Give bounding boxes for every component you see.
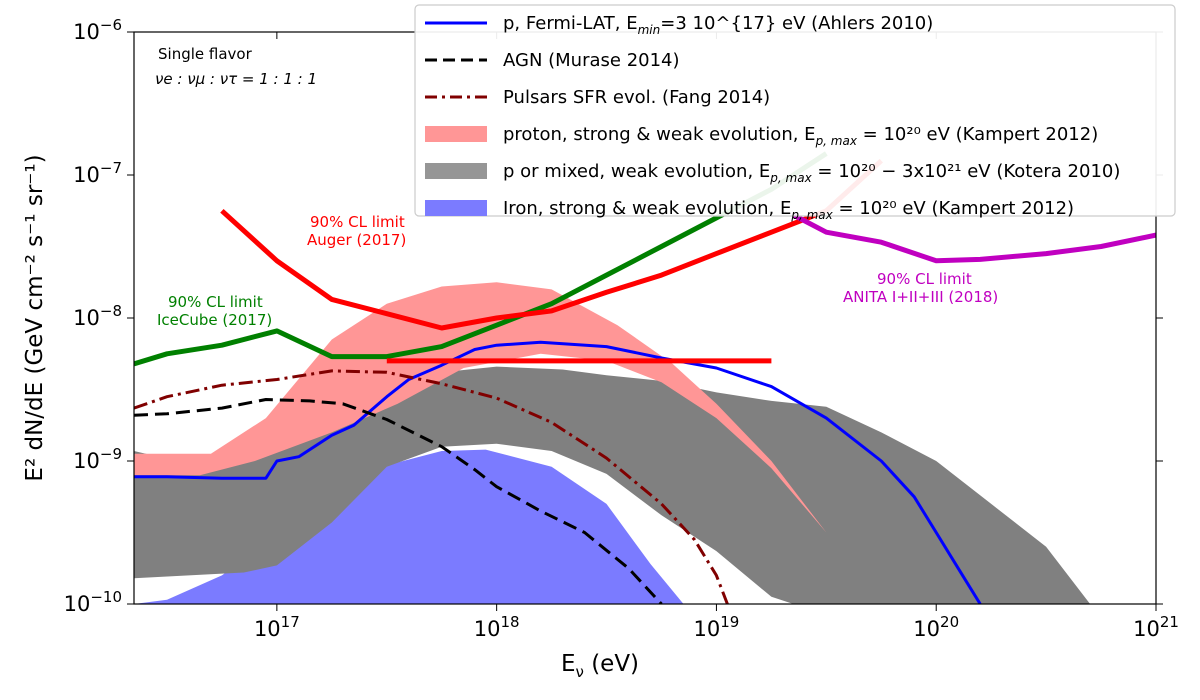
anita-label-line1: 90% CL limit [877, 270, 972, 288]
legend-label: Iron, strong & weak evolution, Ep, max =… [503, 198, 1074, 222]
x-axis-label: Eν (eV) [561, 651, 639, 681]
icecube-label-line1: 90% CL limit [168, 293, 263, 311]
series-p-fermi-lat-e-min-3-10-17-ev-ahlers-2010 [134, 340, 982, 604]
y-tick-label: 10−8 [73, 302, 122, 330]
x-tick-label: 1021 [1133, 613, 1179, 641]
legend-label: p or mixed, weak evolution, Ep, max = 10… [503, 161, 1120, 185]
band-proton-strong-weak-evolution-e-p-max-10- [134, 282, 882, 604]
flavor-ratio-note: νe : νμ : ντ = 1 : 1 : 1 [155, 70, 317, 88]
series-90-cl-limit-icecube-2017 [134, 151, 828, 367]
y-tick-label: 10−10 [64, 588, 122, 616]
y-tick-label: 10−9 [73, 445, 122, 473]
legend-label: p, Fermi-LAT, Emin=3 10^{17} eV (Ahlers … [503, 13, 933, 37]
icecube-label-line2: IceCube (2017) [157, 311, 272, 329]
auger-label-line1: 90% CL limit [310, 213, 405, 231]
legend-label: proton, strong & weak evolution, Ep, max… [503, 124, 1098, 148]
band-p-or-mixed-weak-evolution-e-p-max-10-20- [134, 366, 1091, 604]
band-layer [134, 282, 1091, 604]
legend-label: AGN (Murase 2014) [503, 50, 680, 71]
series-90-cl-limit-anita-i-ii-iii-2018 [792, 212, 1156, 264]
x-tick-label: 1018 [474, 613, 520, 641]
y-tick-label: 10−7 [73, 159, 122, 187]
y-axis-label: E² dN/dE (GeV cm⁻² s⁻¹ sr⁻¹) [22, 154, 48, 481]
band-iron-strong-weak-evolution-e-p-max-10-20 [134, 449, 717, 604]
x-axis-label-subscript: ν [576, 663, 584, 681]
series-layer [134, 151, 1156, 604]
anita-label-line2: ANITA I+II+III (2018) [843, 288, 998, 306]
legend-swatch [425, 126, 487, 142]
axis-ticks: 1017 1018 1019 1020 1021 10−10 10−9 10−8 10−7 10−… [64, 16, 1179, 641]
auger-label-line2: Auger (2017) [307, 231, 406, 249]
x-tick-label: 1020 [913, 613, 959, 641]
x-tick-label: 1017 [254, 613, 300, 641]
legend-swatch [425, 200, 487, 216]
series-pulsars-sfr-evol-fang-2014 [134, 369, 729, 604]
legend-box [414, 4, 1176, 217]
legend-swatch [425, 163, 487, 179]
single-flavor-note: Single flavor [158, 45, 253, 63]
legend-label: Pulsars SFR evol. (Fang 2014) [503, 87, 770, 108]
series-agn-murase-2014 [134, 398, 663, 604]
legend: p, Fermi-LAT, Emin=3 10^{17} eV (Ahlers … [414, 4, 1176, 222]
x-axis-label-unit: (eV) [584, 651, 639, 677]
series-90-cl-limit-auger-2017 [220, 158, 883, 331]
y-tick-label: 10−6 [73, 16, 122, 44]
x-tick-label: 1019 [694, 613, 740, 641]
x-axis-label-main: E [561, 651, 576, 677]
